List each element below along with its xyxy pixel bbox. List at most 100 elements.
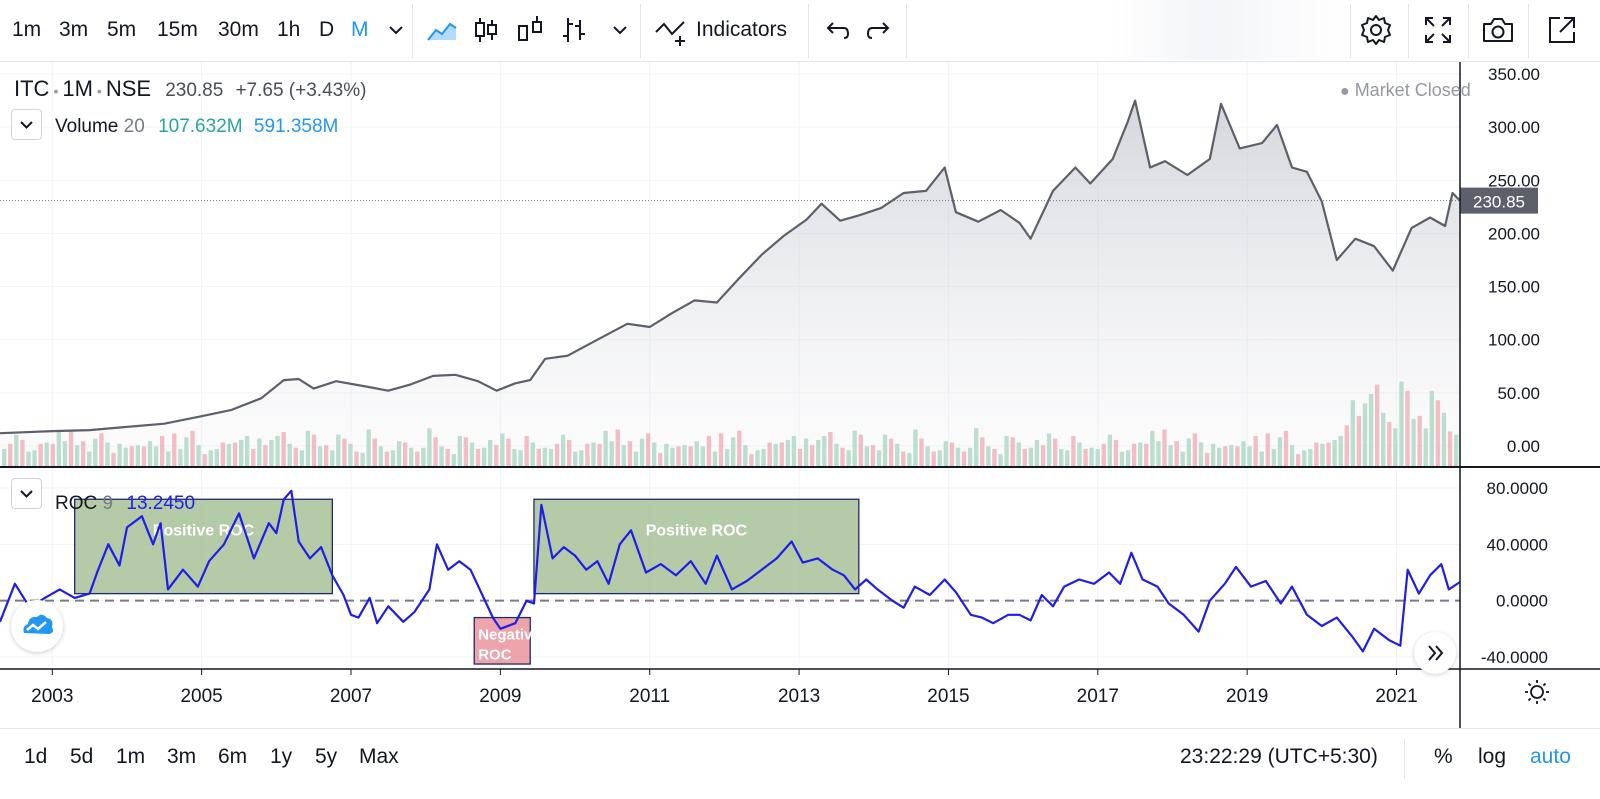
toolbar-separator: [412, 4, 413, 58]
top-toolbar: 1m 3m 5m 15m 30m 1h D M Indicators: [0, 0, 1600, 62]
range-1y[interactable]: 1y: [270, 745, 293, 768]
timeframe-m[interactable]: M: [351, 18, 369, 41]
x-tick-label: 2019: [1226, 686, 1268, 707]
timeframe-5m[interactable]: 5m: [107, 18, 137, 41]
sun-ray: [1542, 697, 1547, 702]
chevron-down-icon[interactable]: [602, 12, 638, 48]
range-5d[interactable]: 5d: [70, 745, 94, 768]
last-price: 230.85: [165, 80, 224, 101]
cloud-logo-icon: [23, 614, 53, 634]
symbol-legend: ITC • 1M • NSE 230.85 +7.65 (+3.43%): [14, 76, 366, 102]
toolbar-separator: [808, 4, 809, 58]
roc-value: 13.2450: [126, 493, 196, 514]
percent-scale-toggle[interactable]: %: [1434, 745, 1453, 768]
volume-value: 107.632M: [158, 116, 243, 137]
price-tick-label: 100.00: [1488, 331, 1540, 350]
price-change: +7.65 (+3.43%): [235, 80, 367, 101]
timeframe-1m[interactable]: 1m: [12, 18, 42, 41]
settings-icon[interactable]: [1358, 12, 1394, 48]
roc-name: ROC: [55, 493, 98, 514]
volume-length: 20: [123, 116, 145, 137]
range-max[interactable]: Max: [359, 745, 399, 768]
toolbar-separator: [1350, 4, 1351, 58]
log-scale-toggle[interactable]: log: [1478, 745, 1507, 768]
candles-icon[interactable]: [468, 12, 504, 48]
roc-line: [0, 489, 1461, 653]
separator-dot-icon: •: [53, 83, 59, 99]
toolbar-separator: [640, 4, 641, 58]
roc-length: 9: [102, 493, 114, 514]
popout-icon[interactable]: [1544, 12, 1580, 48]
scale-settings-icon: [1525, 680, 1549, 704]
range-1d[interactable]: 1d: [24, 745, 48, 768]
indicators-icon[interactable]: [654, 12, 690, 48]
x-tick-label: 2005: [180, 686, 222, 707]
double-chevron-right-icon: [1428, 645, 1444, 661]
volume-ma-value: 591.358M: [253, 116, 339, 137]
timeframe-d[interactable]: D: [319, 18, 335, 41]
interval: 1M: [62, 76, 93, 101]
roc-annotation-box: [473, 616, 531, 665]
hollow-candles-icon[interactable]: [512, 12, 548, 48]
volume-collapse-button[interactable]: [11, 109, 42, 140]
x-tick-label: 2009: [479, 686, 521, 707]
x-tick-label: 2013: [778, 686, 820, 707]
symbol-name[interactable]: ITC: [14, 76, 50, 101]
area-chart-icon[interactable]: [424, 12, 460, 48]
x-tick-label: 2015: [927, 686, 969, 707]
roc-tick-label: 0.0000: [1496, 592, 1548, 611]
indicators-button[interactable]: Indicators: [696, 18, 788, 41]
x-tick-label: 2011: [629, 686, 670, 707]
camera-icon[interactable]: [1480, 12, 1516, 48]
exchange: NSE: [105, 76, 152, 101]
tradingview-logo[interactable]: [11, 600, 63, 652]
timeframe-30m[interactable]: 30m: [218, 18, 259, 41]
price-tick-label: 300.00: [1488, 118, 1540, 137]
bottom-toolbar: 1d 5d 1m 3m 6m 1y 5y Max 23:22:29 (UTC+5…: [0, 728, 1600, 799]
roc-tick-label: 80.0000: [1487, 479, 1548, 498]
chevron-down-icon: [20, 490, 33, 498]
toolbar-separator: [906, 4, 907, 58]
scroll-to-realtime-button[interactable]: [1414, 632, 1456, 674]
x-tick-label: 2017: [1077, 686, 1119, 707]
last-price-label: 230.85: [1473, 193, 1525, 212]
timeframe-1h[interactable]: 1h: [277, 18, 301, 41]
fullscreen-icon[interactable]: [1420, 12, 1456, 48]
auto-scale-toggle[interactable]: auto: [1530, 745, 1571, 768]
range-1m[interactable]: 1m: [116, 745, 146, 768]
roc-annotation-box: [533, 498, 860, 595]
roc-annotation-label: Positive ROC: [646, 522, 748, 539]
toolbar-separator: [1404, 739, 1405, 779]
toolbar-separator: [1408, 4, 1409, 58]
sun-core: [1530, 685, 1544, 699]
price-series: [0, 99, 1461, 466]
price-area-fill: [0, 100, 1460, 466]
bars-icon[interactable]: [556, 12, 592, 48]
clock-timezone[interactable]: 23:22:29 (UTC+5:30): [1180, 745, 1378, 768]
roc-collapse-button[interactable]: [11, 478, 42, 509]
toolbar-separator: [1528, 4, 1529, 58]
range-6m[interactable]: 6m: [218, 745, 248, 768]
redo-icon[interactable]: [862, 12, 898, 48]
price-chart[interactable]: Positive ROC Negative ROC Positive ROC 2003…: [0, 62, 1600, 728]
timeframe-15m[interactable]: 15m: [157, 18, 198, 41]
roc-annotations: Positive ROC Negative ROC Positive ROC: [74, 498, 860, 665]
range-3m[interactable]: 3m: [167, 745, 197, 768]
volume-legend: Volume 20 107.632M 591.358M: [55, 116, 338, 138]
timeframe-3m[interactable]: 3m: [59, 18, 89, 41]
range-5y[interactable]: 5y: [315, 745, 338, 768]
chevron-down-icon[interactable]: [378, 12, 414, 48]
volume-name: Volume: [55, 116, 119, 137]
roc-series: [0, 489, 1461, 653]
x-tick-label: 2003: [31, 686, 73, 707]
sun-ray: [1527, 682, 1532, 687]
axes: 2003 2005 2007 2009 2011 2013 2015 2017 2019 2021…: [0, 62, 1600, 728]
price-tick-label: 250.00: [1488, 171, 1540, 190]
x-tick-label: 2007: [330, 686, 372, 707]
sun-ray: [1542, 682, 1547, 687]
undo-icon[interactable]: [818, 12, 854, 48]
price-tick-label: 200.00: [1488, 224, 1540, 243]
roc-tick-label: 40.0000: [1487, 535, 1548, 554]
roc-annotation-box: [74, 498, 333, 595]
roc-annotation-label: Positive ROC: [153, 522, 255, 539]
